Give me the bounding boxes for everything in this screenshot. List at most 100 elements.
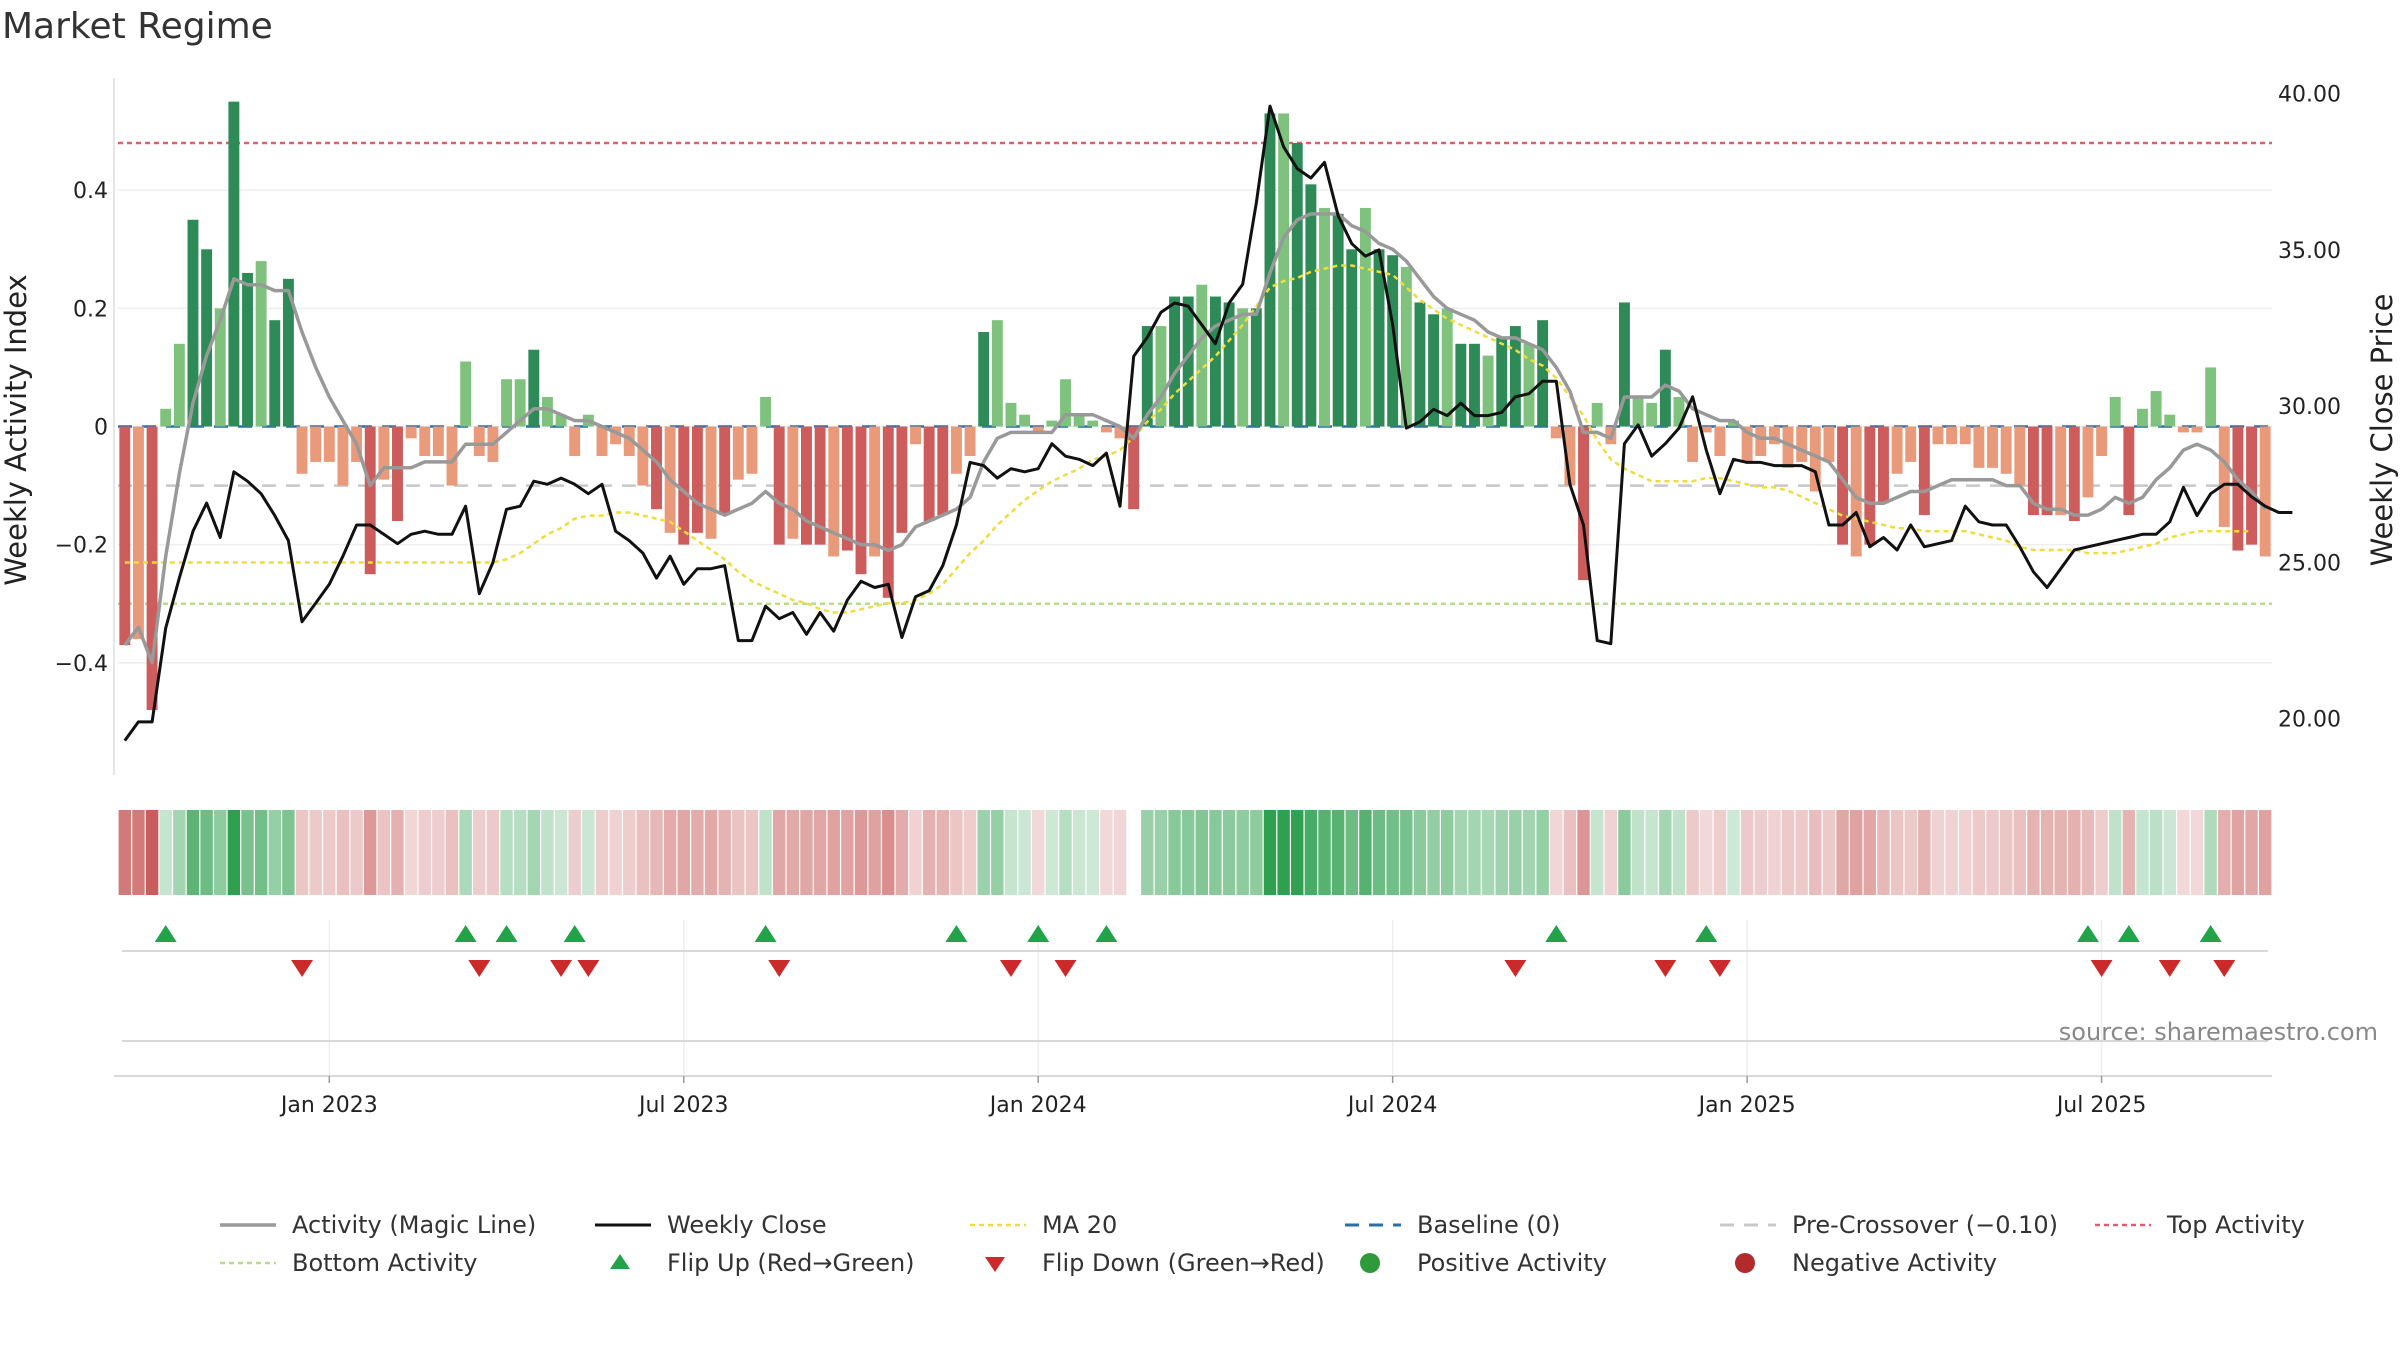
activity-bar [1482,355,1494,427]
regime-cell [1495,810,1508,895]
legend-label: Positive Activity [1417,1249,1607,1277]
regime-cell [595,810,609,895]
regime-cell [2163,810,2176,895]
legend-label: Pre-Crossover (−0.10) [1792,1211,2058,1239]
activity-bar [1400,267,1412,427]
regime-cell [922,810,936,895]
activity-bar [1782,426,1794,468]
flip-up-marker [754,925,777,942]
regime-cell [350,810,363,895]
activity-bar [1073,414,1085,427]
activity-bar [1169,296,1181,427]
activity-bar [1414,302,1426,427]
flip-up-marker [2117,925,2140,942]
regime-cell [1154,810,1168,895]
legend-label: Weekly Close [667,1211,827,1239]
regime-cell [377,810,391,895]
regime-cell [1645,810,1658,895]
activity-bar [1905,426,1917,462]
activity-bar [937,426,949,516]
activity-bar [201,249,213,427]
activity-bar [446,426,458,486]
activity-bar [1973,426,1985,468]
activity-bar [1428,314,1440,427]
regime-cell [500,810,513,895]
activity-bar [1618,302,1630,427]
activity-bar [719,426,731,516]
flip-down-marker [1054,960,1077,977]
regime-cell [459,810,472,895]
regime-cell [1918,810,1931,895]
regime-cell [1795,810,1808,895]
legend-swatch [610,1254,630,1269]
activity-bar [651,426,662,510]
activity-bar [869,426,881,557]
regime-cell [1618,810,1631,895]
regime-cell [1563,810,1577,895]
regime-cell [1686,810,1699,895]
legend-label: Top Activity [2166,1211,2305,1239]
flip-down-marker [550,960,573,977]
activity-bar [1564,426,1576,486]
activity-bar [2259,426,2271,557]
activity-bar [2123,426,2135,516]
activity-bar [2191,426,2203,433]
grid-lines [118,189,2272,1075]
regime-cell [882,810,895,895]
regime-cell [2136,810,2149,895]
regime-cell [1727,810,1740,895]
regime-cell [1890,810,1904,895]
activity-bar [841,426,853,551]
regime-cell [1904,810,1917,895]
activity-bar [255,261,267,427]
regime-cell [1331,810,1345,895]
activity-bar [732,426,744,480]
weekly-close-line [123,104,2293,742]
activity-bar [978,331,990,427]
flip-up-marker [1695,925,1718,942]
activity-bar [296,426,308,474]
activity-bar [2232,426,2244,551]
regime-cell [1863,810,1877,895]
activity-bar [1891,426,1903,474]
regime-cell [445,810,459,895]
regime-cell [677,810,690,895]
y-axis-label: Weekly Activity Index [0,274,33,585]
regime-cell [432,810,445,895]
regime-cell [868,810,881,895]
activity-bar [1046,420,1058,427]
activity-bar [678,426,690,545]
activity-bar [1959,426,1971,445]
activity-bar [1087,420,1099,427]
regime-cell [527,810,541,895]
activity-bar [787,426,799,539]
regime-cell [2081,810,2095,895]
activity-bar [1305,184,1317,427]
activity-bar [1346,249,1358,427]
regime-cell [1509,810,1522,895]
regime-cell [473,810,486,895]
activity-bar [501,379,512,427]
regime-cell [1018,810,1031,895]
y-tick-label: 0.2 [73,297,108,322]
regime-cell [909,810,922,895]
activity-bar [1250,308,1262,427]
regime-cell [1999,810,2013,895]
activity-bar [1060,379,1071,427]
regime-cell [691,810,704,895]
regime-cell [2122,810,2136,895]
activity-bar [2041,426,2053,516]
activity-bar [1946,426,1958,445]
activity-bar [337,426,349,486]
flip-up-marker [154,925,177,942]
activity-bar [1141,326,1153,427]
ma20-line [124,264,2252,614]
activity-bar [473,426,485,457]
activity-bar [1114,426,1126,439]
bottom-axis: Jan 2023 Jul 2023 Jan 2024 Jul 2024 Jan 2025… [114,1040,2272,1118]
legend-label: Flip Up (Red→Green) [667,1249,915,1277]
activity-bar [146,426,158,711]
y2-tick-label: 40.00 [2278,83,2341,108]
regime-cell [1181,810,1195,895]
